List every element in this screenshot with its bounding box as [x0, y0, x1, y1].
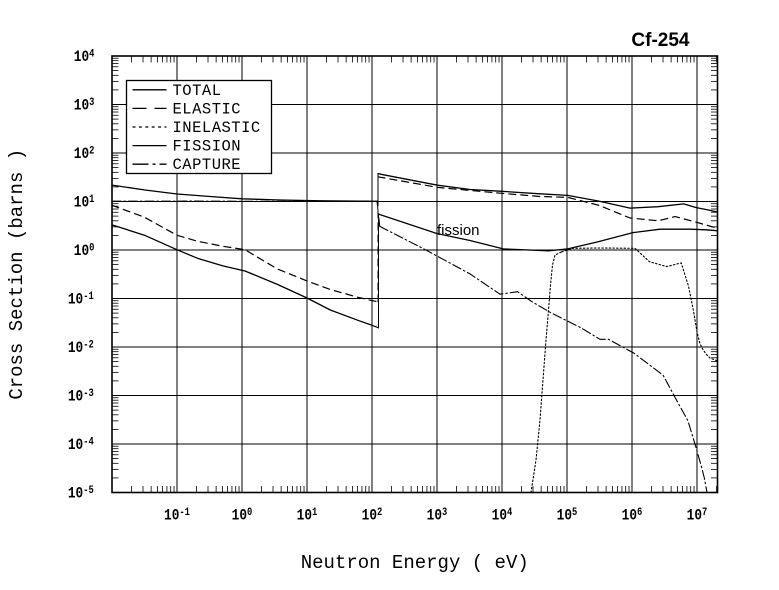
svg-text:ELASTIC: ELASTIC	[173, 100, 242, 118]
svg-text:Neutron Energy ( eV): Neutron Energy ( eV)	[301, 552, 529, 574]
svg-text:fission: fission	[437, 222, 480, 239]
svg-text:INELASTIC: INELASTIC	[173, 119, 261, 137]
svg-text:Cross Section (barns ): Cross Section (barns )	[6, 149, 28, 400]
svg-text:Cf-254: Cf-254	[631, 30, 690, 51]
svg-text:FISSION: FISSION	[173, 138, 242, 156]
svg-text:CAPTURE: CAPTURE	[173, 156, 242, 174]
svg-text:TOTAL: TOTAL	[173, 82, 222, 100]
